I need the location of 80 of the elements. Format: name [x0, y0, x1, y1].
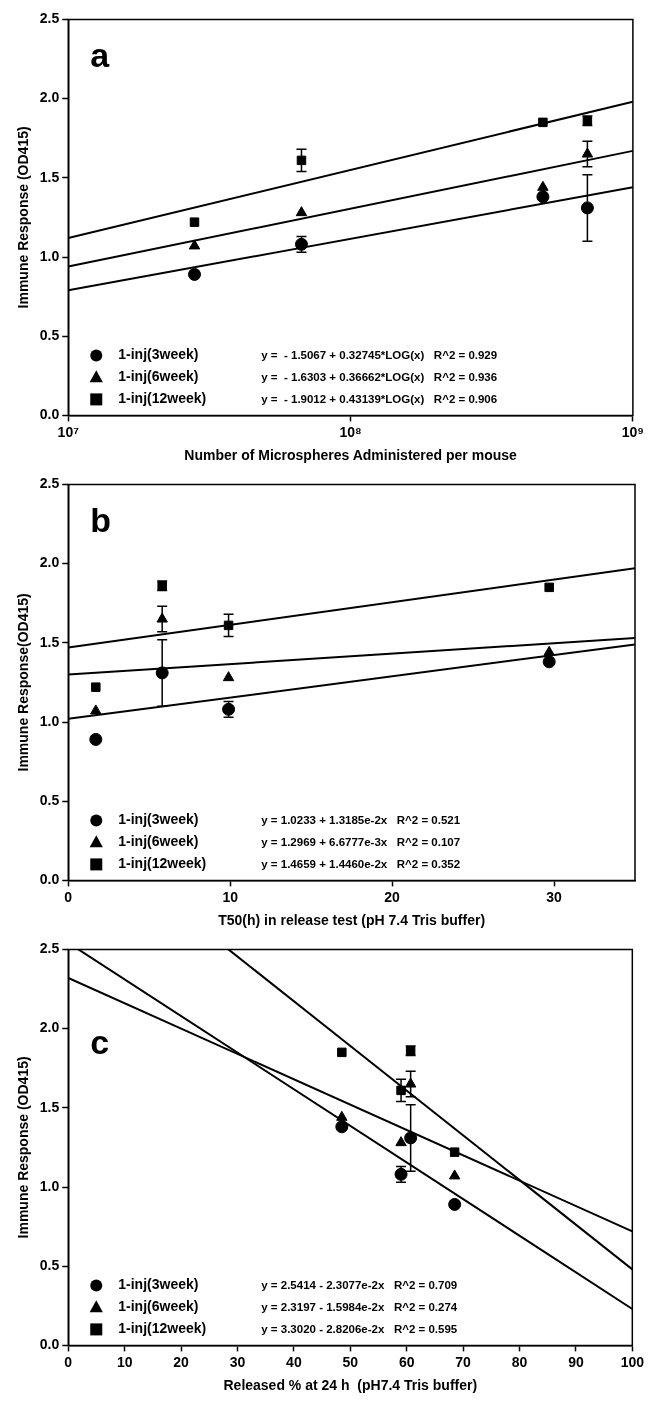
- y-tick-label: 1.0: [39, 712, 60, 729]
- legend-label: 1-inj(3week): [118, 346, 199, 363]
- x-tick-label: 10: [116, 1353, 133, 1370]
- y-tick-label: 2.5: [39, 475, 60, 492]
- y-tick-label: 0.0: [39, 1336, 60, 1353]
- y-axis-title: Immune Response(OD415): [15, 593, 32, 772]
- x-axis-title: Number of Microspheres Administered per mouse: [184, 447, 518, 464]
- x-tick-label: 30: [546, 888, 563, 905]
- legend-label: 1-inj(3week): [118, 1276, 199, 1293]
- point: [223, 620, 234, 631]
- x-tick-label: 40: [286, 1353, 302, 1370]
- y-tick-label: 2.5: [39, 10, 60, 27]
- point: [337, 1047, 347, 1058]
- y-tick-label: 0.5: [39, 1257, 60, 1274]
- annotation: y = 1.2969 + 6.6777e-3x R^2 = 0.107: [261, 835, 461, 848]
- point: [91, 682, 101, 692]
- y-tick-label: 1.5: [39, 633, 60, 650]
- annotation: y = 1.0233 + 1.3185e-2x R^2 = 0.521: [261, 813, 461, 826]
- x-tick-label: 30: [229, 1353, 246, 1370]
- x-tick-label: 100: [620, 1353, 645, 1370]
- y-tick-label: 2.0: [39, 1019, 60, 1036]
- legend-label: 1-inj(6week): [118, 833, 199, 850]
- legend-label: 1-inj(6week): [118, 368, 199, 385]
- point: [449, 1147, 460, 1157]
- point: [336, 1110, 348, 1121]
- y-tick-label: 1.5: [39, 1098, 60, 1115]
- point: [335, 1120, 349, 1134]
- x-axis-title: Released % at 24 h (pH7.4 Tris buffer): [223, 1377, 478, 1394]
- annotation: y = 1.4659 + 1.4460e-2x R^2 = 0.352: [261, 857, 461, 870]
- x-tick-label: 0: [64, 888, 73, 905]
- y-tick-label: 0.0: [39, 406, 60, 423]
- y-axis-title: Immune Response (OD415): [15, 126, 32, 309]
- annotation: y = - 1.9012 + 0.43139*LOG(x) R^2 = 0.906: [261, 392, 498, 405]
- x-tick-label: 50: [342, 1353, 359, 1370]
- point: [404, 1077, 417, 1088]
- x-axis-title: T50(h) in release test (pH 7.4 Tris buffer): [218, 912, 486, 929]
- annotation: y = 3.3020 - 2.8206e-2x R^2 = 0.595: [261, 1322, 458, 1335]
- x-tick-label: 70: [455, 1353, 472, 1370]
- y-tick-label: 0.5: [39, 792, 60, 809]
- annotation: y = 2.5414 - 2.3077e-2x R^2 = 0.709: [261, 1278, 458, 1291]
- legend-label: 1-inj(6week): [118, 1298, 199, 1315]
- point: [222, 671, 235, 682]
- y-tick-label: 2.5: [39, 940, 60, 957]
- point: [90, 704, 102, 715]
- y-tick-label: 2.0: [39, 89, 60, 106]
- y-tick-label: 0.0: [39, 871, 60, 888]
- legend-label: 1-inj(12week): [118, 855, 207, 872]
- point: [542, 655, 556, 669]
- x-tick-label: 10⁹: [621, 423, 644, 440]
- legend-label: 1-inj(12week): [118, 390, 207, 407]
- point: [543, 645, 555, 656]
- text: a: [90, 36, 111, 75]
- text: c: [90, 1023, 110, 1062]
- x-tick-label: 20: [384, 888, 401, 905]
- x-tick-label: 10: [222, 888, 239, 905]
- point: [448, 1197, 462, 1211]
- annotation: y = - 1.6303 + 0.36662*LOG(x) R^2 = 0.936: [261, 370, 498, 383]
- point: [544, 582, 554, 593]
- text: b: [90, 501, 112, 540]
- point: [395, 1136, 407, 1147]
- y-tick-label: 1.5: [39, 168, 60, 185]
- x-tick-label: 10⁷: [57, 423, 80, 440]
- x-tick-label: 60: [398, 1353, 415, 1370]
- y-tick-label: 2.0: [39, 554, 60, 571]
- x-tick-label: 80: [511, 1353, 528, 1370]
- point: [89, 732, 103, 746]
- y-tick-label: 0.5: [39, 327, 60, 344]
- y-tick-label: 1.0: [39, 1177, 60, 1194]
- annotation: y = - 1.5067 + 0.32745*LOG(x) R^2 = 0.929: [261, 348, 498, 361]
- y-tick-label: 1.0: [39, 247, 60, 264]
- legend-label: 1-inj(12week): [118, 1320, 207, 1337]
- x-tick-label: 0: [64, 1353, 73, 1370]
- x-tick-label: 20: [173, 1353, 190, 1370]
- point: [404, 1131, 418, 1145]
- point: [448, 1169, 461, 1180]
- y-axis-title: Immune Response (OD415): [15, 1056, 32, 1239]
- x-tick-label: 10⁸: [339, 423, 362, 440]
- legend-label: 1-inj(3week): [118, 811, 199, 828]
- annotation: y = 2.3197 - 1.5984e-2x R^2 = 0.274: [261, 1300, 458, 1313]
- x-tick-label: 90: [568, 1353, 584, 1370]
